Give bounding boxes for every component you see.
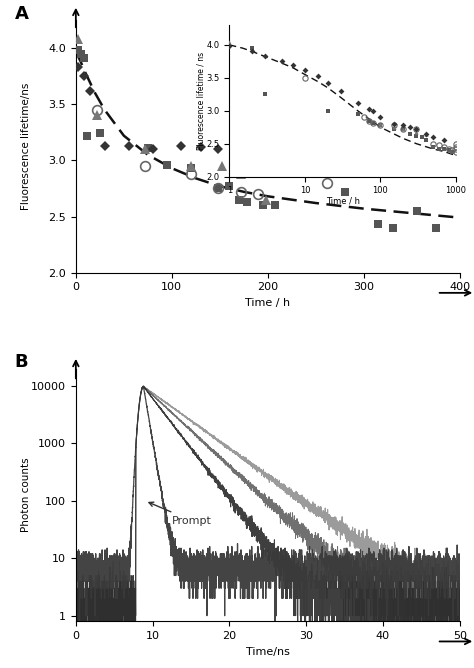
Text: Fluorescence lifetime/ns: Fluorescence lifetime/ns (21, 83, 31, 210)
Text: Photon counts: Photon counts (21, 458, 31, 532)
Text: Time / h: Time / h (245, 298, 291, 308)
Text: Time/ns: Time/ns (246, 647, 290, 657)
Text: Prompt: Prompt (149, 502, 212, 526)
Text: A: A (14, 5, 28, 23)
Text: B: B (14, 353, 28, 371)
